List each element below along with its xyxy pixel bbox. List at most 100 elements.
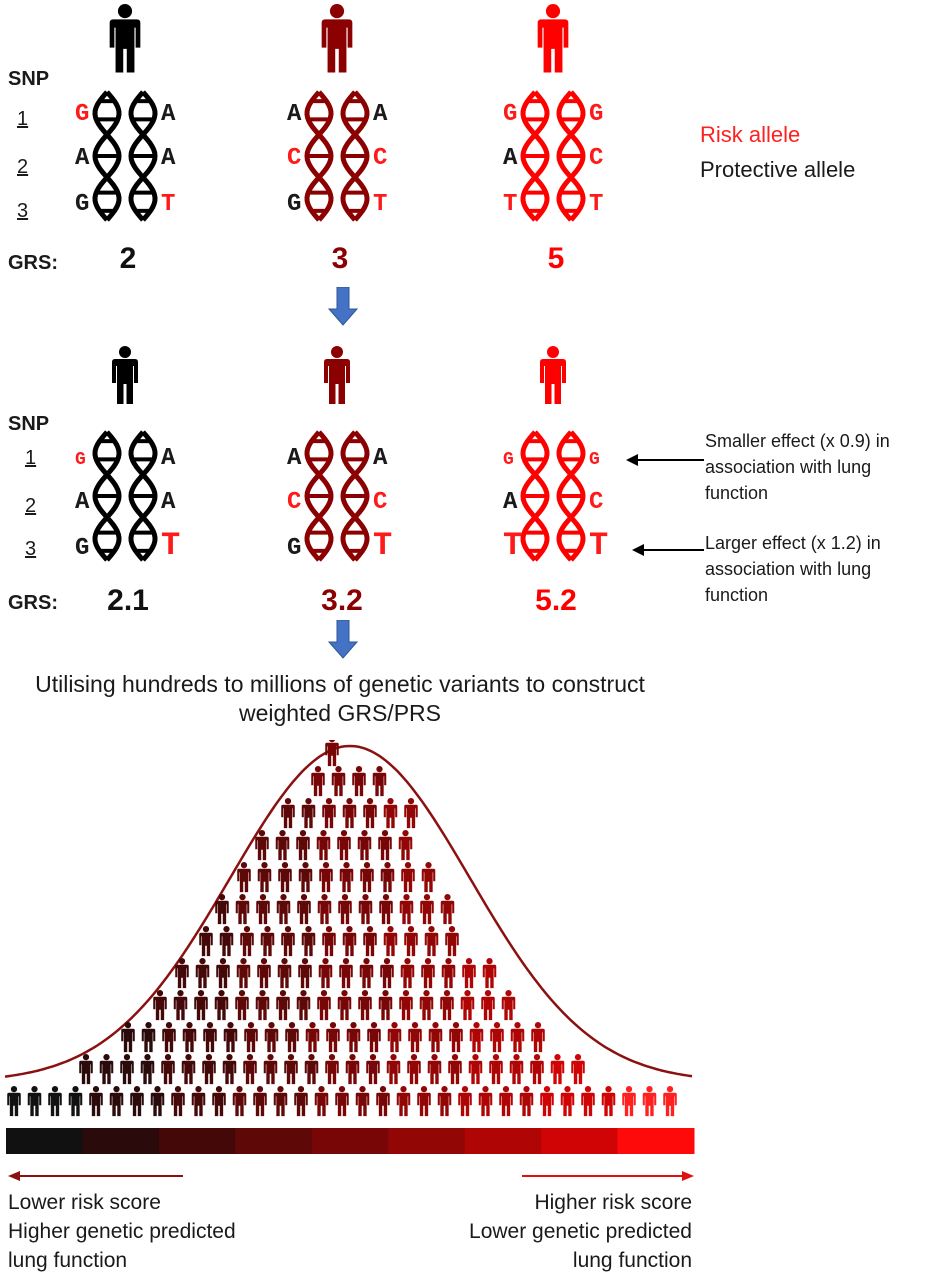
person-icon (345, 1054, 360, 1085)
gradient-segment (158, 1128, 236, 1154)
person-icon (540, 346, 566, 404)
panel1-grs-value-3: 5 (547, 242, 565, 275)
left-arrow-icon (626, 454, 704, 466)
person-icon (398, 830, 413, 861)
dna-helix-icon (556, 90, 586, 222)
allele-letter: A (75, 489, 90, 516)
allele-letter: C (373, 145, 387, 172)
gradient-segment (311, 1128, 389, 1154)
person-icon (257, 958, 271, 989)
person-icon (530, 1054, 544, 1085)
person-icon (235, 990, 249, 1021)
person-icon (255, 830, 269, 861)
bottom-right-line1: Higher risk score (534, 1191, 692, 1214)
dna-helix-icon (340, 90, 370, 222)
person-icon (445, 926, 459, 957)
note-larger-effect: Larger effect (x 1.2) in association wit… (705, 533, 881, 605)
person-icon (417, 1086, 431, 1117)
person-icon (339, 862, 354, 893)
panel1-snp-number-3: 3 (17, 200, 29, 222)
person-icon (175, 958, 189, 989)
allele-letter: A (75, 145, 90, 172)
person-icon (79, 1054, 93, 1085)
person-icon (440, 990, 454, 1021)
person-icon (322, 798, 336, 829)
allele-letter: G (589, 450, 600, 470)
person-icon (363, 798, 377, 829)
person-icon (232, 1086, 247, 1117)
person-icon (243, 1054, 257, 1085)
person-icon (153, 990, 167, 1021)
person-icon (273, 1086, 288, 1117)
panel1-grs-label: GRS: (8, 252, 58, 274)
person-icon (212, 1086, 226, 1117)
person-icon (240, 926, 254, 957)
person-icon (236, 958, 251, 989)
person-icon (458, 1086, 472, 1117)
allele-letter: G (75, 535, 89, 562)
person-icon (550, 1054, 565, 1085)
left-arrow-icon (632, 544, 704, 556)
allele-letter: A (161, 445, 176, 472)
person-icon (203, 1022, 217, 1053)
person-icon (427, 1054, 442, 1085)
person-icon (215, 894, 229, 925)
person-icon (408, 1022, 422, 1053)
person-icon (260, 926, 275, 957)
person-icon (281, 798, 295, 829)
panel1-snp-number-1: 1 (17, 108, 29, 130)
person-icon (195, 958, 210, 989)
allele-letter: G (503, 101, 517, 128)
gradient-segment (617, 1128, 695, 1154)
allele-letter: C (373, 489, 387, 516)
allele-letter: G (75, 450, 86, 470)
allele-letter: T (589, 191, 603, 218)
panel1-grs-value-2: 3 (331, 242, 349, 275)
person-icon (255, 990, 270, 1021)
person-icon (531, 1022, 545, 1053)
person-icon (490, 1022, 504, 1053)
person-icon (468, 1054, 483, 1085)
person-icon (367, 1022, 381, 1053)
bottom-left-line3: lung function (8, 1249, 128, 1272)
person-icon (420, 894, 434, 925)
person-icon (294, 1086, 308, 1117)
bottom-left-line1: Lower risk score (8, 1191, 161, 1214)
dna-helix-icon (304, 90, 334, 222)
person-icon (281, 926, 295, 957)
allele-letter: T (161, 191, 175, 218)
down-arrow-icon (328, 620, 358, 659)
person-icon (296, 990, 311, 1021)
person-icon (161, 1054, 175, 1085)
person-icon (380, 862, 395, 893)
gradient-segment (235, 1128, 313, 1154)
person-icon (449, 1022, 463, 1053)
person-icon (399, 894, 414, 925)
person-icon (383, 798, 398, 829)
panel2-grs-value-2: 3.2 (321, 584, 363, 617)
person-icon (235, 894, 250, 925)
person-icon (379, 894, 393, 925)
person-icon (357, 830, 372, 861)
person-icon (338, 894, 352, 925)
person-icon (571, 1054, 585, 1085)
dna-helix-icon (556, 430, 586, 562)
person-icon (342, 798, 357, 829)
person-icon (194, 990, 208, 1021)
gradient-segment (541, 1128, 619, 1154)
person-icon (112, 346, 138, 404)
person-icon (109, 1086, 124, 1117)
bottom-left-line2: Higher genetic predicted (8, 1220, 236, 1243)
person-icon (89, 1086, 103, 1117)
down-arrow-icon (328, 287, 358, 326)
person-icon (276, 990, 290, 1021)
allele-letter: C (287, 145, 301, 172)
person-icon (237, 862, 251, 893)
gradient-segment (464, 1128, 542, 1154)
gradient-segment (82, 1128, 160, 1154)
person-icon (162, 1022, 176, 1053)
person-icon (171, 1086, 185, 1117)
person-icon (441, 958, 456, 989)
person-icon (399, 990, 413, 1021)
person-icon (305, 1022, 320, 1053)
